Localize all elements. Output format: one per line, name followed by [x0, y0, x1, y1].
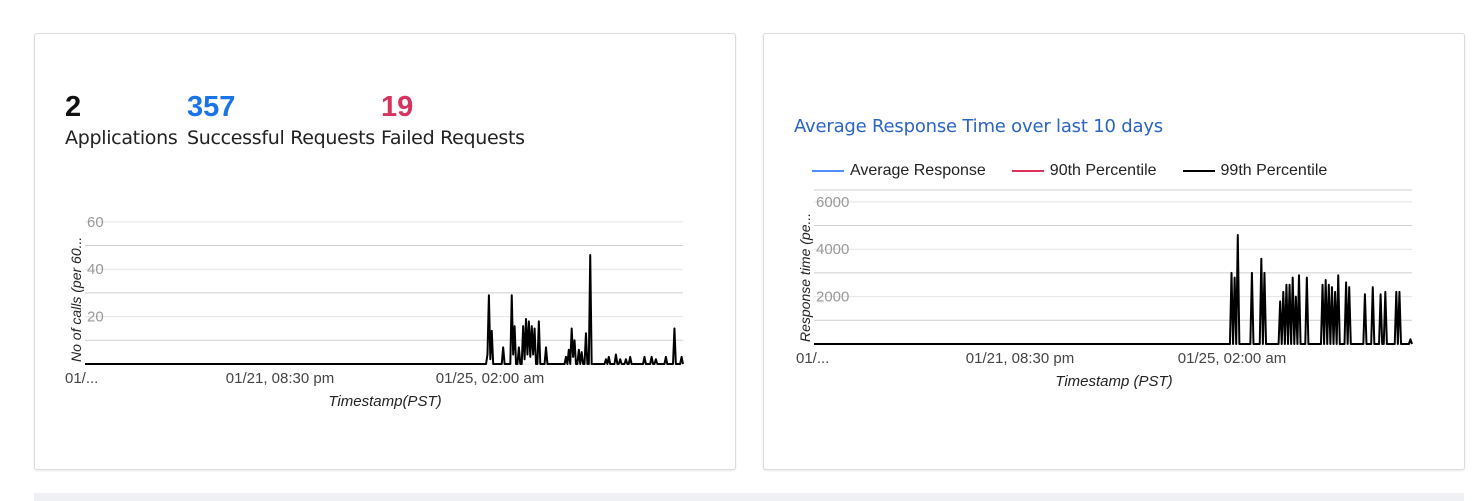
calls-x-axis-label: Timestamp(PST): [328, 393, 441, 410]
x-tick-label: 01/25, 02:00 am: [436, 370, 544, 387]
x-tick-label: 01/...: [796, 350, 829, 367]
series-line-0: [85, 254, 684, 365]
y-tick-label: 60: [87, 214, 104, 231]
legend-90th-label: 90th Percentile: [1049, 162, 1157, 179]
response-time-chart: 2000 4000 6000 01/... 01/21, 08:30 pm 01/25,…: [796, 189, 1413, 390]
failed-requests-label: Failed Requests: [381, 127, 525, 149]
y-tick-label: 2000: [816, 289, 849, 306]
successful-requests-stat: 357 Successful Requests: [187, 90, 375, 149]
y-tick-label: 6000: [816, 194, 849, 211]
successful-requests-count: 357: [187, 91, 236, 123]
successful-requests-label: Successful Requests: [187, 127, 375, 149]
response-chart-title: Average Response Time over last 10 days: [794, 116, 1163, 137]
response-y-axis-label: Response time (pe...: [797, 213, 813, 342]
failed-requests-count: 19: [381, 91, 414, 123]
calls-y-axis-label: No of calls (per 60...: [68, 237, 84, 362]
series-line-2: [814, 234, 1413, 345]
y-tick-label: 40: [87, 261, 104, 278]
y-tick-label: 20: [87, 309, 104, 326]
x-tick-label: 01/...: [65, 370, 98, 387]
response-x-axis-label: Timestamp (PST): [1055, 373, 1172, 390]
applications-label: Applications: [65, 127, 178, 149]
legend-90th-swatch: [1011, 170, 1044, 172]
response-chart-legend: Average Response 90th Percentile 99th Pe…: [812, 162, 1353, 180]
usage-summary-card: 2 Applications 357 Successful Requests 1…: [34, 33, 736, 470]
x-tick-label: 01/21, 08:30 pm: [226, 370, 334, 387]
applications-count: 2: [65, 91, 82, 123]
legend-average-response[interactable]: Average Response: [812, 162, 986, 180]
failed-requests-stat: 19 Failed Requests: [381, 90, 525, 149]
legend-99th-percentile[interactable]: 99th Percentile: [1182, 162, 1328, 180]
legend-average-swatch: [812, 170, 844, 172]
response-time-card: Average Response Time over last 10 days …: [763, 33, 1465, 470]
legend-99th-label: 99th Percentile: [1220, 162, 1328, 179]
legend-99th-swatch: [1182, 170, 1215, 172]
calls-chart: 20 40 60 01/... 01/21, 08:30 pm 01/25, 02:00…: [65, 214, 684, 410]
x-tick-label: 01/25, 02:00 am: [1178, 350, 1286, 367]
legend-average-label: Average Response: [850, 162, 986, 179]
applications-stat: 2 Applications: [65, 90, 178, 149]
legend-90th-percentile[interactable]: 90th Percentile: [1011, 162, 1157, 180]
y-tick-label: 4000: [816, 241, 849, 258]
x-tick-label: 01/21, 08:30 pm: [966, 350, 1074, 367]
footer-strip: [34, 493, 1464, 501]
